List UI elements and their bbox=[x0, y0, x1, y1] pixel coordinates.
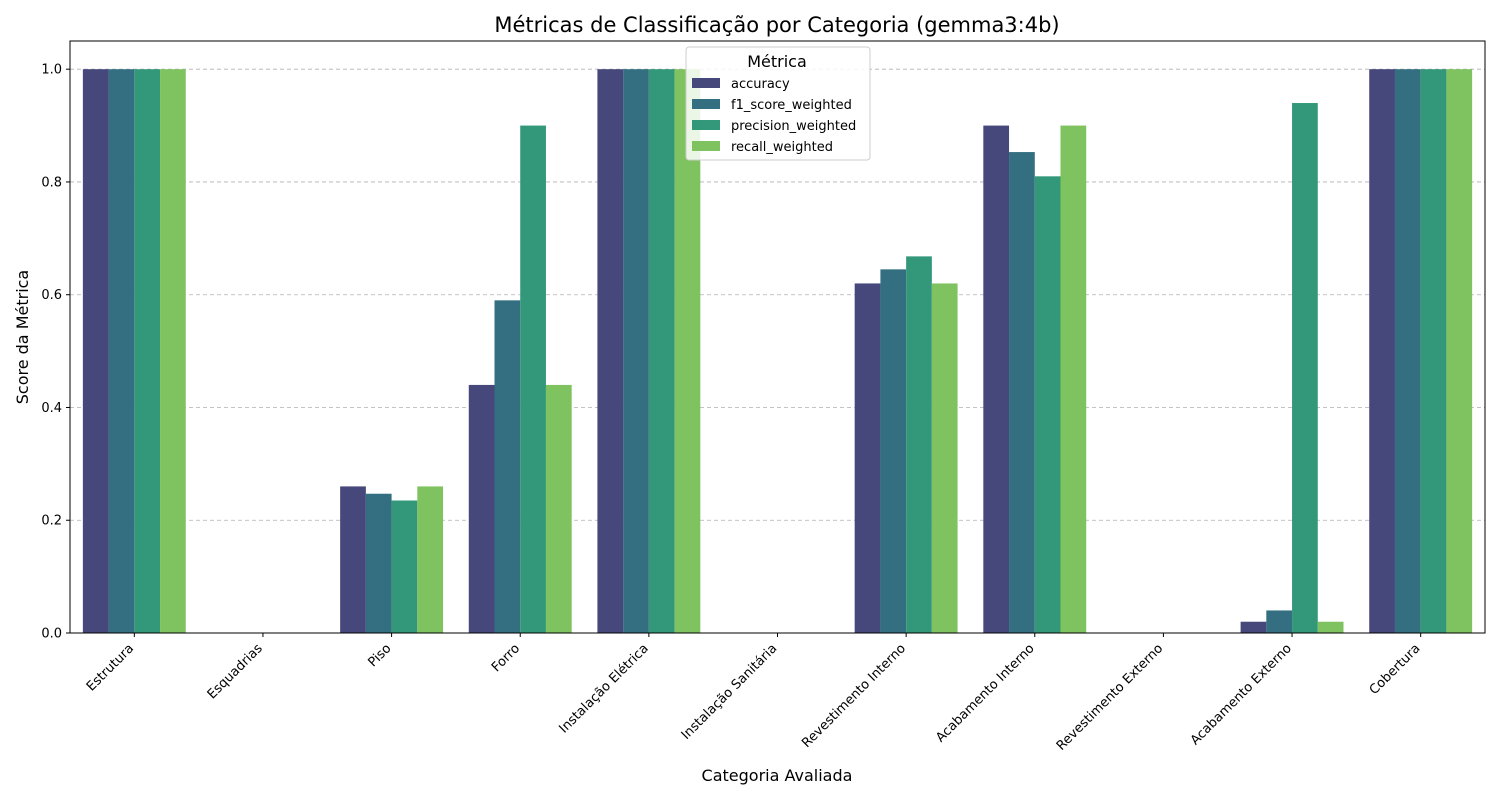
bar-accuracy bbox=[854, 283, 881, 633]
bar-recall-weighted bbox=[1446, 69, 1473, 633]
bar-f1-score-weighted bbox=[880, 269, 907, 633]
x-axis-label: Categoria Avaliada bbox=[702, 766, 853, 785]
bar-precision-weighted bbox=[134, 69, 161, 633]
legend: Métrica accuracy f1_score_weightedprecisi… bbox=[685, 46, 871, 161]
y-tick-label: 0.6 bbox=[41, 288, 62, 303]
bar-accuracy bbox=[983, 125, 1010, 634]
x-tick-label: Acabamento Interno bbox=[933, 641, 1037, 745]
bar-accuracy bbox=[82, 69, 109, 633]
bar-precision-weighted bbox=[1292, 103, 1318, 634]
legend-label: precision_weighted bbox=[731, 119, 856, 134]
legend-swatch bbox=[692, 120, 720, 130]
bar-accuracy bbox=[1369, 69, 1395, 633]
bar-accuracy bbox=[1240, 621, 1267, 633]
bar-precision-weighted bbox=[520, 125, 546, 634]
y-tick-label: 0.0 bbox=[41, 627, 62, 642]
x-tick-label: Instalação Sanitária bbox=[679, 641, 781, 743]
bar-f1-score-weighted bbox=[108, 69, 135, 633]
legend-swatch bbox=[692, 78, 720, 88]
bar-recall-weighted bbox=[1060, 125, 1087, 634]
legend-swatch bbox=[692, 99, 720, 109]
grid-lines bbox=[70, 68, 1485, 521]
bar-precision-weighted bbox=[1034, 176, 1061, 634]
bar-f1-score-weighted bbox=[1394, 69, 1421, 633]
bar-recall-weighted bbox=[417, 486, 444, 633]
legend-title: Métrica bbox=[747, 52, 807, 71]
bar-accuracy bbox=[468, 384, 495, 633]
bar-recall-weighted bbox=[674, 69, 701, 633]
x-tick-label: Acabamento Externo bbox=[1188, 641, 1295, 748]
x-tick-label: Forro bbox=[489, 641, 523, 675]
bar-f1-score-weighted bbox=[365, 493, 392, 633]
bar-precision-weighted bbox=[391, 500, 418, 633]
x-axis-ticks: Estrutura Esquadrias Piso Forro Instalação E… bbox=[84, 633, 1424, 754]
bar-recall-weighted bbox=[545, 384, 572, 633]
bar-precision-weighted bbox=[1420, 69, 1447, 633]
bar-precision-weighted bbox=[906, 256, 932, 633]
y-tick-label: 0.4 bbox=[41, 401, 62, 416]
x-tick-label: Estrutura bbox=[84, 641, 137, 694]
y-tick-label: 1.0 bbox=[41, 63, 62, 78]
x-tick-label: Esquadrias bbox=[205, 641, 266, 702]
x-tick-label: Cobertura bbox=[1367, 641, 1424, 698]
bar-f1-score-weighted bbox=[494, 300, 521, 633]
legend-frame bbox=[685, 46, 871, 161]
chart-title: Métricas de Classificação por Categoria … bbox=[494, 13, 1059, 37]
x-tick-label: Instalação Elétrica bbox=[556, 641, 651, 736]
bar-accuracy bbox=[597, 69, 624, 633]
legend-label: recall_weighted bbox=[731, 140, 833, 155]
bar-precision-weighted bbox=[648, 69, 675, 633]
x-tick-label: Revestimento Externo bbox=[1054, 641, 1166, 753]
bar-recall-weighted bbox=[160, 69, 186, 633]
bar-recall-weighted bbox=[931, 283, 958, 633]
bar-f1-score-weighted bbox=[1266, 610, 1293, 633]
y-axis-label: Score da Métrica bbox=[13, 270, 32, 405]
bar-f1-score-weighted bbox=[1009, 152, 1035, 633]
y-axis-ticks: 0.0 0.2 0.4 0.6 0.8 1.0 bbox=[41, 63, 70, 642]
legend-label: f1_score_weighted bbox=[731, 98, 852, 113]
legend-items: accuracy f1_score_weighted precision_weigh… bbox=[692, 77, 856, 155]
bars bbox=[82, 69, 1473, 634]
bar-recall-weighted bbox=[1317, 621, 1344, 633]
x-tick-label: Piso bbox=[365, 641, 394, 670]
legend-swatch bbox=[692, 141, 720, 151]
legend-label: accuracy bbox=[731, 77, 790, 92]
x-tick-label: Revestimento Interno bbox=[799, 641, 909, 751]
bar-f1-score-weighted bbox=[623, 69, 649, 633]
y-tick-label: 0.2 bbox=[41, 514, 62, 529]
bar-accuracy bbox=[340, 486, 366, 633]
y-tick-label: 0.8 bbox=[41, 175, 62, 190]
